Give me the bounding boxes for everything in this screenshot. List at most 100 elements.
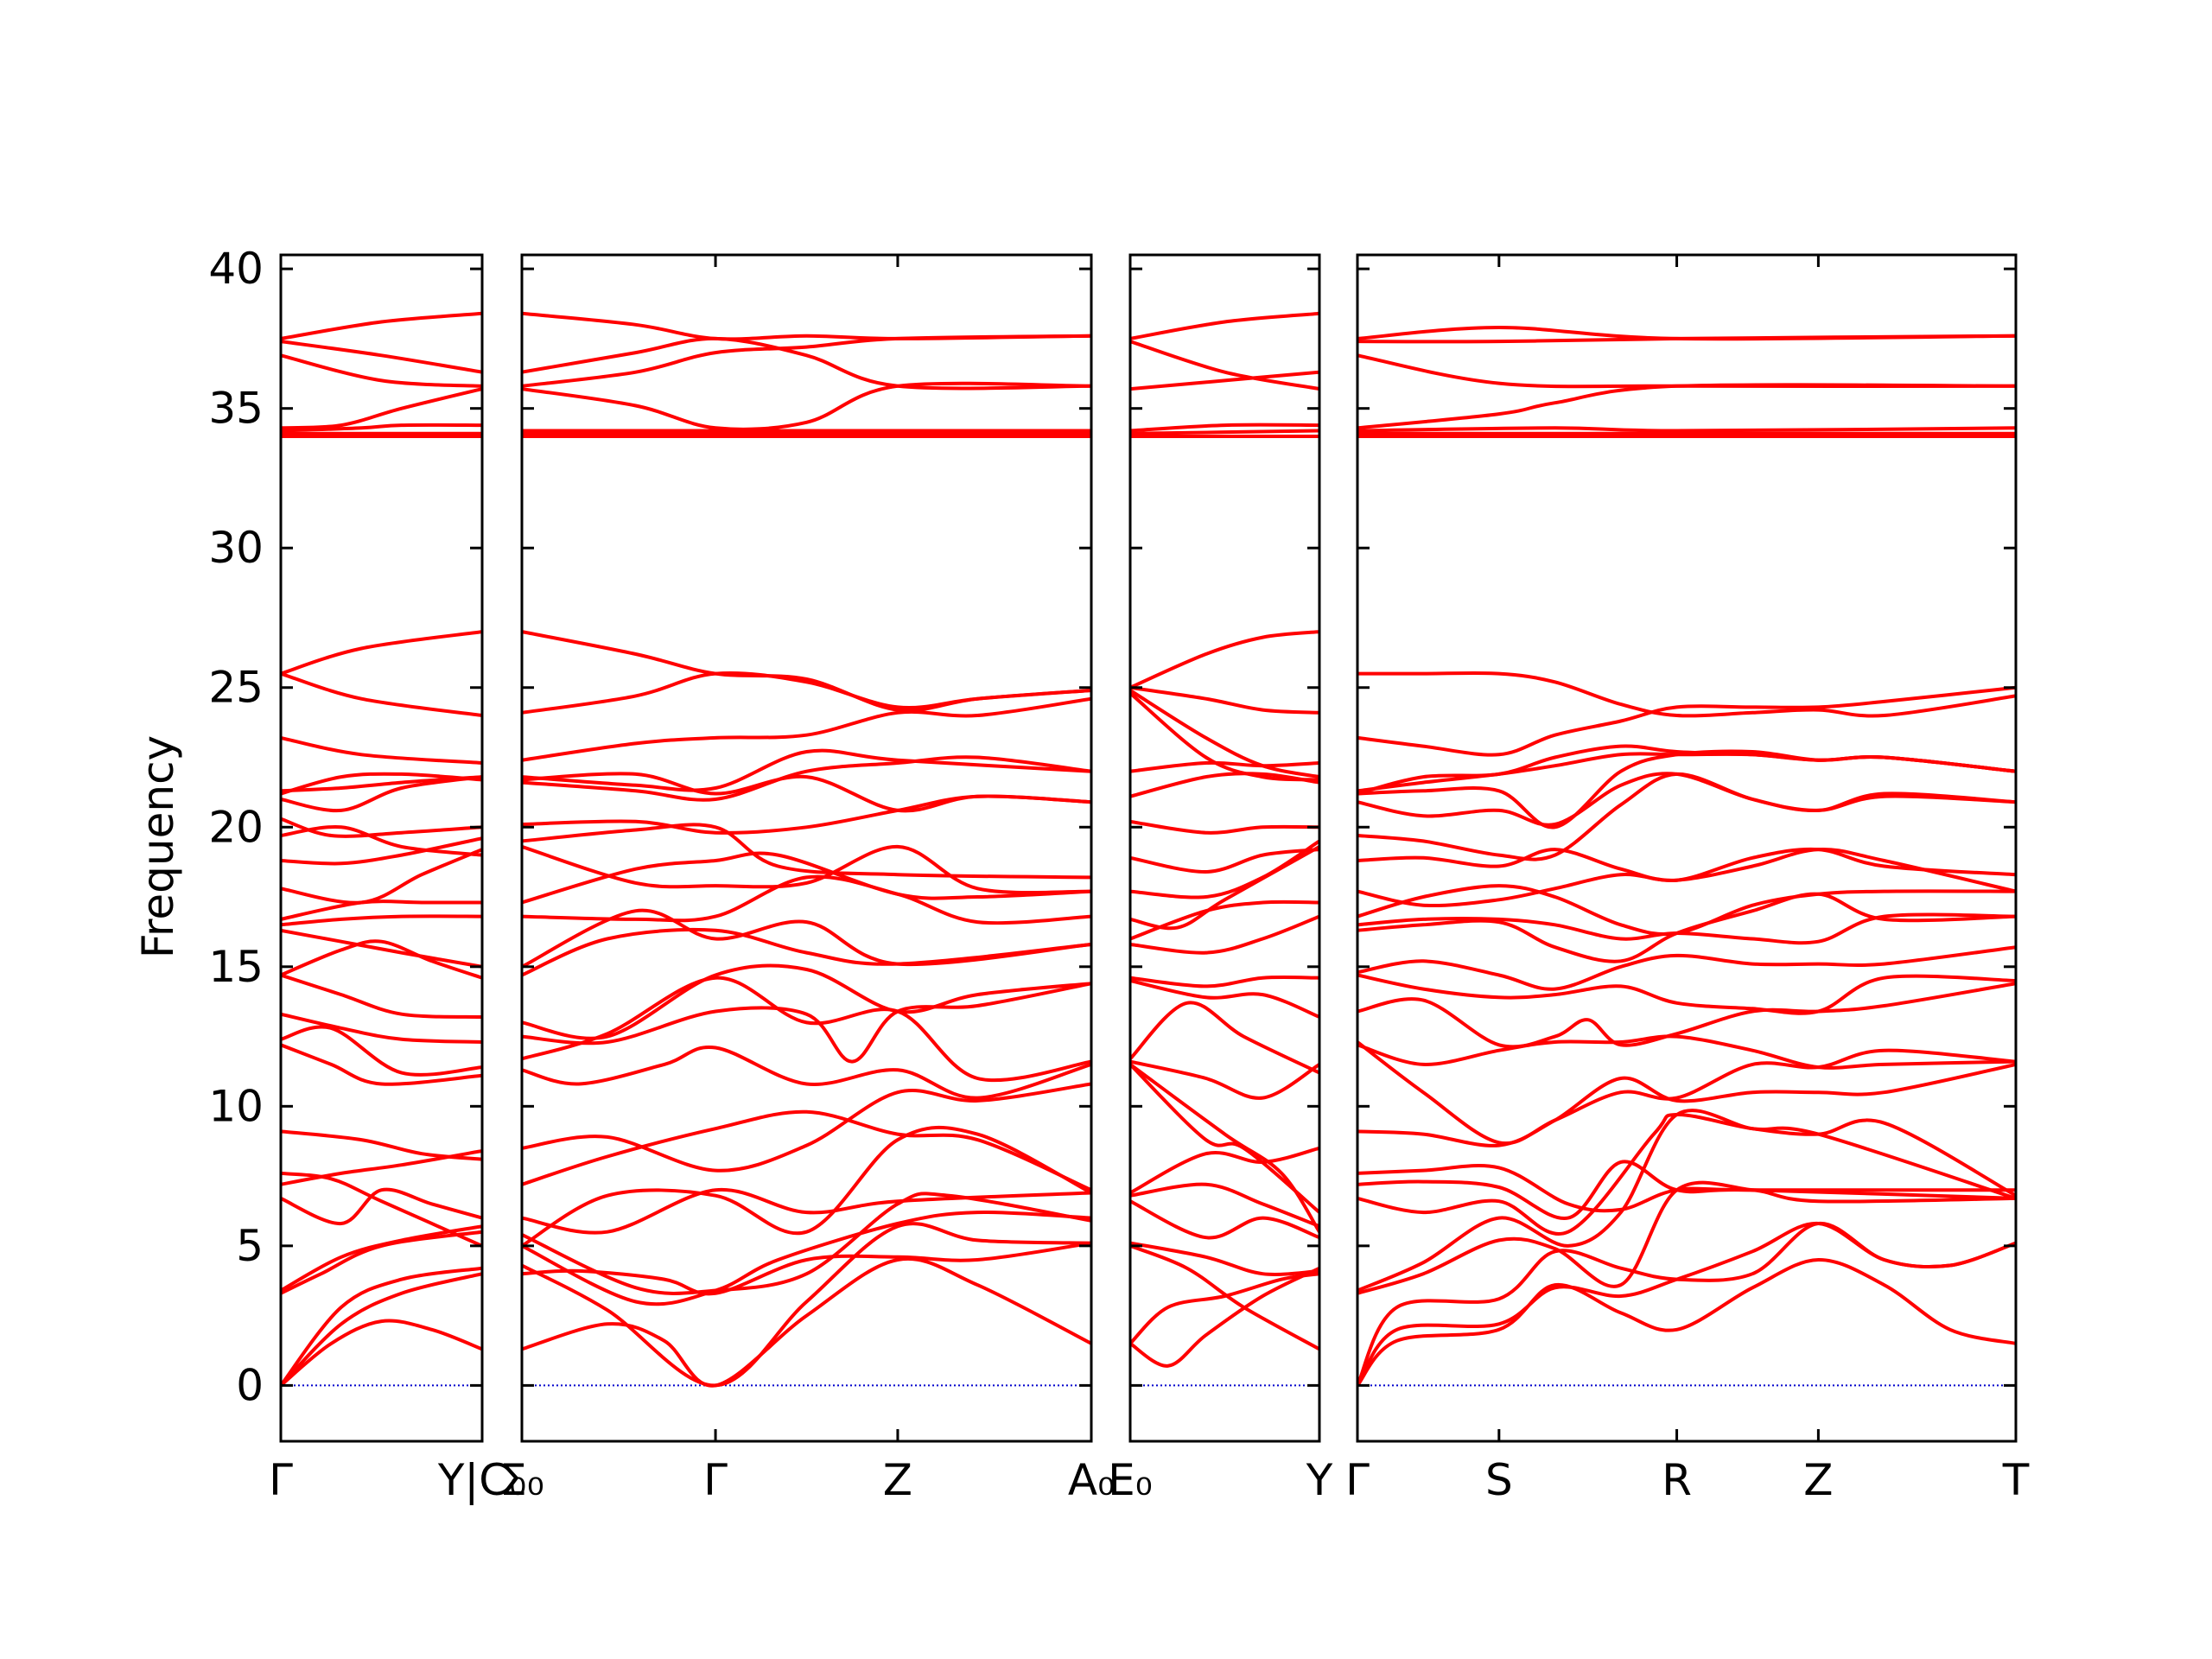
bands bbox=[1357, 326, 2016, 1387]
band-line bbox=[522, 1192, 1091, 1295]
band-line bbox=[522, 336, 1091, 391]
band-line bbox=[522, 823, 1091, 880]
band-line bbox=[281, 1272, 482, 1387]
band-line bbox=[522, 976, 1091, 1083]
panel-frame bbox=[279, 253, 484, 1443]
band-line bbox=[1357, 847, 2016, 883]
band-line bbox=[1130, 1199, 1319, 1240]
band-line bbox=[522, 772, 1091, 813]
band-line bbox=[281, 1025, 482, 1077]
panel-gamma-to-y bbox=[279, 253, 484, 1443]
band-line bbox=[1130, 839, 1319, 899]
band-line bbox=[1357, 1109, 2016, 1293]
y-tick-label: 0 bbox=[236, 1360, 264, 1410]
band-line bbox=[522, 908, 1091, 969]
bands bbox=[522, 311, 1091, 1388]
band-line bbox=[1357, 1257, 2016, 1387]
x-tick-label: A₀ bbox=[1068, 1455, 1115, 1505]
band-line bbox=[522, 381, 1091, 431]
band-line bbox=[1130, 370, 1319, 391]
x-tick-label: Z bbox=[883, 1455, 912, 1505]
x-tick-label: Z bbox=[1803, 1455, 1833, 1505]
y-tick-label: 40 bbox=[208, 244, 264, 294]
x-tick-label: E₀ bbox=[1108, 1455, 1153, 1505]
band-line bbox=[1130, 423, 1319, 433]
band-line bbox=[522, 755, 1091, 802]
band-line bbox=[522, 334, 1091, 388]
band-line bbox=[1357, 884, 2016, 937]
y-tick-label: 25 bbox=[208, 663, 264, 713]
band-line bbox=[1357, 1221, 2016, 1387]
band-line bbox=[281, 1230, 482, 1295]
panel-frame bbox=[520, 253, 1093, 1443]
band-line bbox=[1130, 760, 1319, 773]
band-line bbox=[281, 775, 482, 813]
band-line bbox=[522, 1210, 1091, 1306]
band-line bbox=[522, 874, 1091, 925]
band-line bbox=[281, 630, 482, 676]
band-line bbox=[1357, 685, 2016, 757]
band-line bbox=[281, 423, 482, 433]
band-line bbox=[1357, 772, 2016, 861]
band-line bbox=[281, 848, 482, 905]
band-line bbox=[1130, 1244, 1319, 1351]
x-tick-label: S bbox=[1485, 1455, 1513, 1505]
band-line bbox=[522, 311, 1091, 341]
band-line bbox=[281, 671, 482, 717]
band-line bbox=[1130, 1146, 1319, 1195]
x-tick-label: T bbox=[2002, 1455, 2030, 1505]
band-line bbox=[1357, 383, 2016, 430]
band-line bbox=[1130, 340, 1319, 391]
band-line bbox=[522, 1125, 1091, 1248]
band-line bbox=[1130, 689, 1319, 779]
band-line bbox=[1130, 819, 1319, 835]
y-axis-label: Frequency bbox=[133, 735, 183, 958]
band-line bbox=[1130, 899, 1319, 941]
band-line bbox=[1357, 945, 2016, 991]
band-line bbox=[1357, 671, 2016, 718]
panels-layer bbox=[279, 253, 2018, 1443]
bands bbox=[1130, 311, 1319, 1368]
band-line bbox=[1130, 1063, 1319, 1233]
x-tick-label: Y|C₀ bbox=[437, 1455, 526, 1505]
band-line bbox=[1130, 1059, 1319, 1100]
band-line bbox=[1130, 914, 1319, 955]
band-line bbox=[522, 851, 1091, 905]
band-line bbox=[1357, 326, 2016, 341]
band-line bbox=[1130, 1001, 1319, 1075]
band-line bbox=[281, 1043, 482, 1086]
y-tick-label: 15 bbox=[208, 942, 264, 992]
band-line bbox=[281, 928, 482, 969]
band-line bbox=[281, 973, 482, 1019]
x-tick-label: Γ bbox=[269, 1455, 293, 1505]
y-tick-label: 30 bbox=[208, 523, 264, 573]
band-line bbox=[522, 1187, 1091, 1235]
band-line bbox=[1357, 1062, 2016, 1147]
band-line bbox=[1130, 429, 1319, 435]
band-line bbox=[1357, 982, 2016, 1049]
band-line bbox=[522, 1256, 1091, 1388]
band-line bbox=[1130, 685, 1319, 715]
band-line bbox=[281, 353, 482, 388]
band-line bbox=[281, 817, 482, 838]
band-line bbox=[522, 1109, 1091, 1192]
band-line bbox=[281, 340, 482, 374]
band-line bbox=[281, 914, 482, 927]
panel-frame bbox=[1356, 253, 2018, 1443]
band-line bbox=[1130, 1241, 1319, 1276]
band-line bbox=[1130, 311, 1319, 340]
band-line bbox=[1130, 1266, 1319, 1368]
x-tick-label: Γ bbox=[703, 1455, 728, 1505]
band-line bbox=[1357, 749, 2016, 830]
panel-frame bbox=[1128, 253, 1321, 1443]
band-line bbox=[522, 1045, 1091, 1100]
y-tick-label: 35 bbox=[208, 384, 264, 434]
band-line bbox=[522, 794, 1091, 835]
bands bbox=[281, 311, 482, 1387]
band-line bbox=[281, 387, 482, 430]
band-line bbox=[1357, 892, 2016, 963]
band-line bbox=[522, 982, 1091, 1064]
y-tick-label: 5 bbox=[236, 1221, 264, 1271]
